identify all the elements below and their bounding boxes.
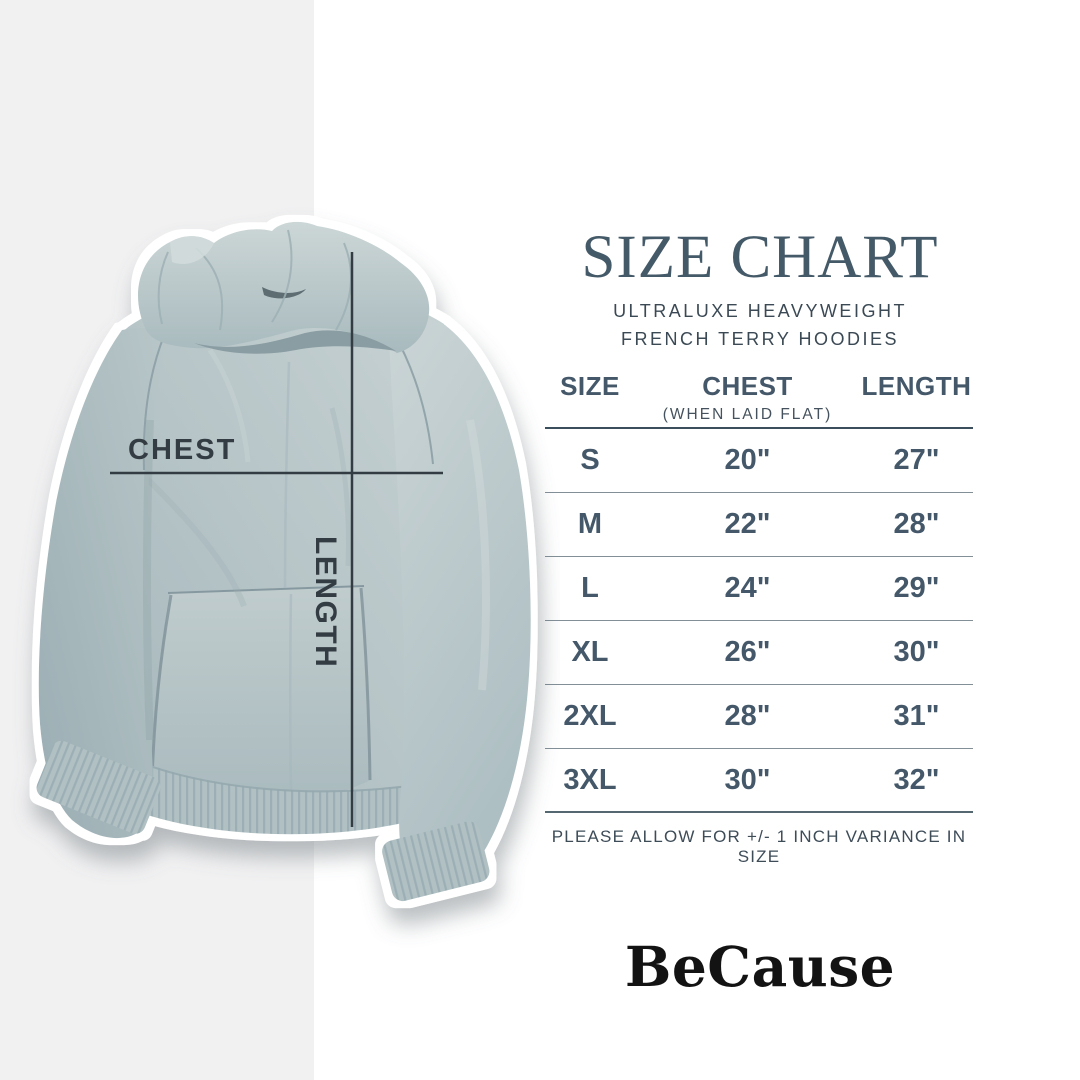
- brand-logo: BeCause: [624, 934, 896, 999]
- chest-label: CHEST: [128, 434, 236, 466]
- cell-length: 29": [893, 572, 940, 604]
- size-table-header: SIZE CHEST (WHEN LAID FLAT) LENGTH: [545, 358, 973, 429]
- cell-chest: 28": [724, 700, 771, 732]
- cell-chest: 26": [724, 636, 771, 668]
- column-header-chest: CHEST (WHEN LAID FLAT): [635, 371, 860, 424]
- table-row: S 20" 27": [545, 429, 973, 493]
- product-photo: CHEST LENGTH: [0, 0, 560, 1000]
- chest-subnote: (WHEN LAID FLAT): [662, 406, 833, 423]
- cell-length: 27": [893, 444, 940, 476]
- page-title: SIZE CHART: [581, 224, 939, 291]
- cell-chest: 24": [724, 572, 771, 604]
- hoodie-illustration: CHEST LENGTH: [36, 221, 531, 902]
- column-header-size: SIZE: [560, 371, 620, 401]
- table-row: 2XL 28" 31": [545, 685, 973, 749]
- variance-note: PLEASE ALLOW FOR +/- 1 INCH VARIANCE IN …: [551, 827, 967, 866]
- cell-size: 3XL: [563, 763, 617, 796]
- cell-size: L: [581, 572, 599, 604]
- size-table-body: S 20" 27" M 22" 28" L 24" 29" XL 26" 30": [545, 429, 973, 813]
- measurement-annotations: CHEST LENGTH: [110, 252, 443, 827]
- cell-size: M: [577, 508, 603, 540]
- cell-size: 2XL: [563, 700, 617, 732]
- hoodie-left-sleeve: [38, 327, 173, 839]
- length-label: LENGTH: [309, 536, 342, 668]
- hood-opening-shadow: [194, 330, 396, 354]
- table-row: XL 26" 30": [545, 621, 973, 685]
- hoodie-hood: [138, 221, 430, 353]
- size-table: SIZE CHEST (WHEN LAID FLAT) LENGTH S 20"…: [545, 358, 973, 867]
- column-header-length: LENGTH: [861, 371, 972, 401]
- subtitle-line-1: ULTRALUXE HEAVYWEIGHT: [613, 301, 907, 321]
- cell-chest: 22": [724, 508, 771, 540]
- cell-length: 28": [893, 508, 940, 540]
- cell-length: 32": [893, 763, 940, 796]
- cell-size: S: [580, 444, 600, 476]
- cell-length: 31": [893, 700, 940, 732]
- subtitle-line-2: FRENCH TERRY HOODIES: [620, 329, 900, 349]
- hoodie-pocket: [150, 585, 371, 806]
- table-row: M 22" 28": [545, 493, 973, 557]
- table-row: 3XL 30" 32": [545, 749, 973, 813]
- hood-neck-slit: [262, 287, 306, 299]
- cell-chest: 30": [724, 763, 771, 796]
- cell-size: XL: [571, 636, 609, 668]
- table-row: L 24" 29": [545, 557, 973, 621]
- hoodie-left-cuff: [36, 740, 161, 834]
- hoodie-right-sleeve: [388, 313, 531, 882]
- page-subtitle: ULTRALUXE HEAVYWEIGHT FRENCH TERRY HOODI…: [545, 297, 975, 353]
- cell-length: 30": [893, 636, 940, 668]
- hoodie-right-cuff: [382, 821, 490, 902]
- cell-chest: 20": [724, 444, 771, 476]
